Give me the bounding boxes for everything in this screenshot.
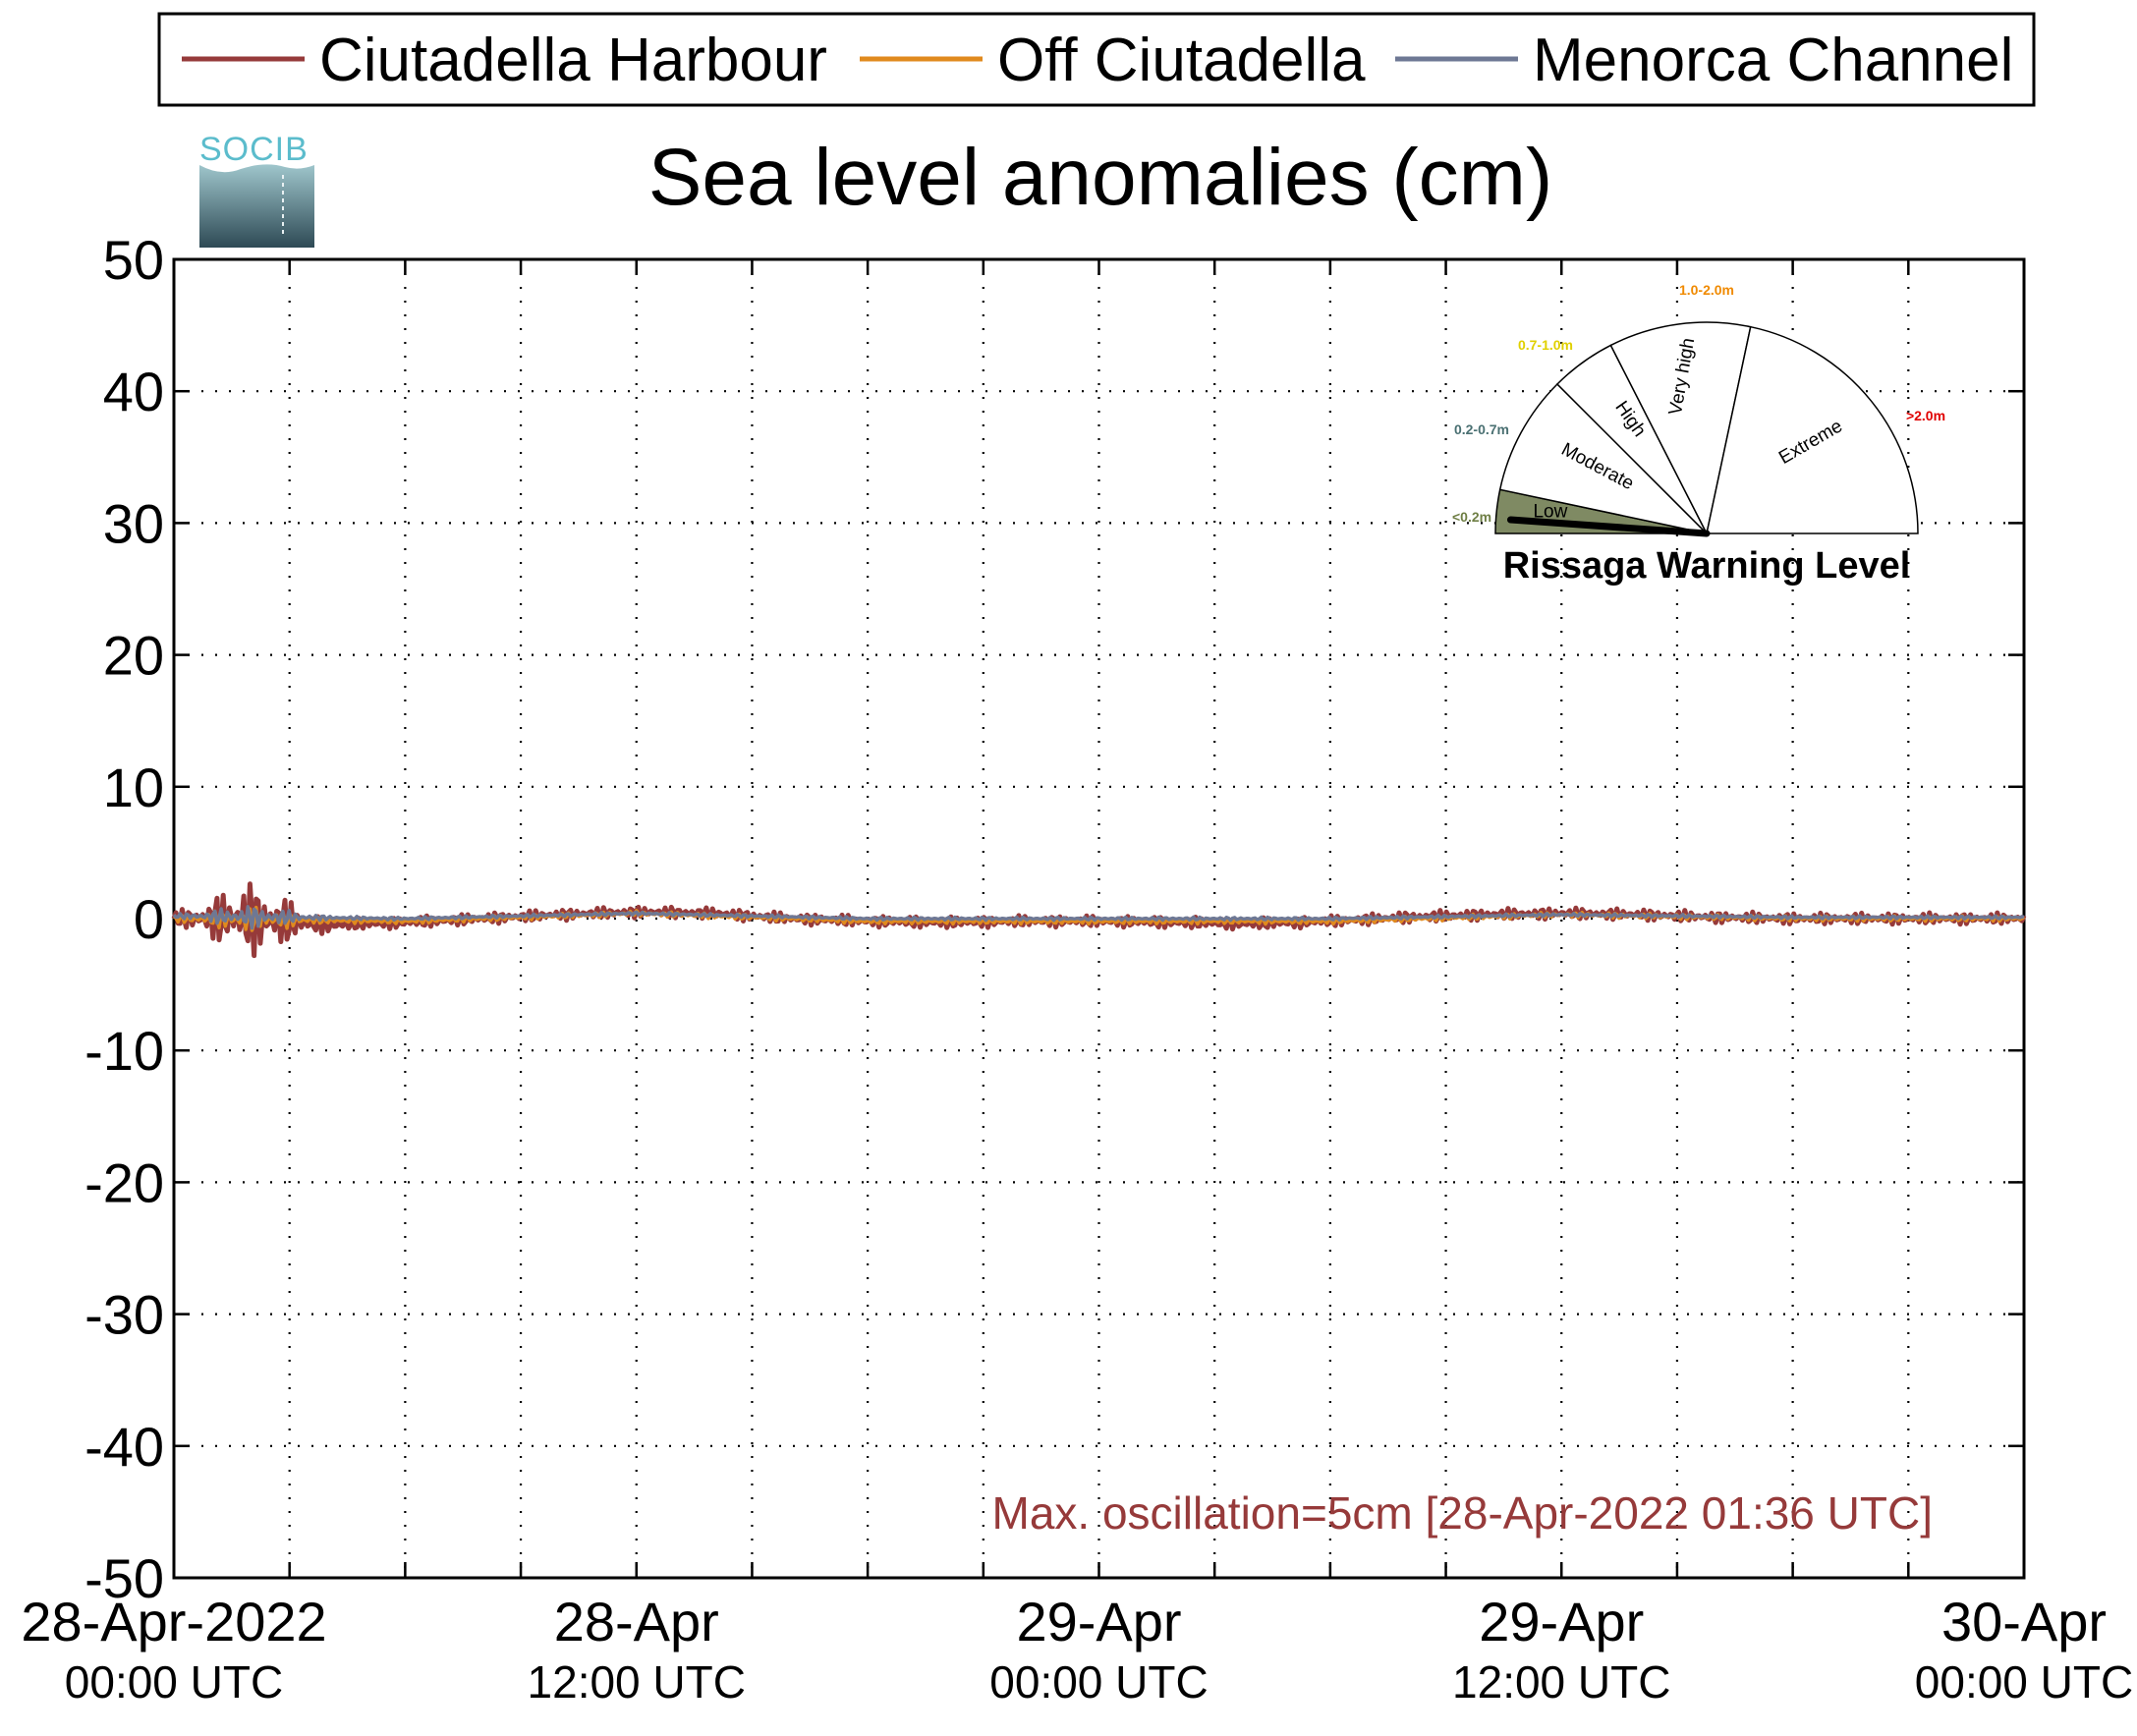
y-tick-label: 50	[103, 229, 164, 291]
x-tick-label: 29-Apr	[1016, 1591, 1181, 1652]
legend-label-ciutadella-harbour: Ciutadella Harbour	[319, 27, 827, 94]
legend-label-off-ciutadella: Off Ciutadella	[997, 27, 1366, 94]
series-line-menorca-channel	[172, 905, 2025, 930]
gauge-needle	[1506, 516, 1711, 537]
x-tick-sublabel: 00:00 UTC	[65, 1656, 283, 1708]
socib-logo: SOCIB	[199, 131, 314, 248]
y-tick-label: -40	[84, 1416, 164, 1478]
legend-box	[157, 12, 2036, 107]
y-tick-label: -50	[84, 1547, 164, 1609]
x-tick-sublabel: 00:00 UTC	[989, 1656, 1208, 1708]
x-tick-label: 28-Apr	[554, 1591, 719, 1652]
y-tick-label: 0	[134, 888, 164, 950]
y-tick-label: -30	[84, 1284, 164, 1346]
gauge-segment-label: Low	[1533, 501, 1567, 522]
legend: Ciutadella Harbour Off Ciutadella Menorc…	[157, 12, 2036, 107]
x-tick-label: 30-Apr	[1941, 1591, 2107, 1652]
gauge-range-label: >2.0m	[1906, 408, 1945, 423]
y-tick-label: -10	[84, 1020, 164, 1082]
gauge-segment-extreme	[1706, 325, 1919, 534]
logo-text: SOCIB	[199, 131, 309, 168]
y-tick-label: 40	[103, 361, 164, 422]
gauge-range-label: 0.2-0.7m	[1454, 421, 1509, 437]
gauge-range-label: 1.0-2.0m	[1679, 282, 1734, 298]
x-tick-label: 29-Apr	[1479, 1591, 1644, 1652]
chart-title: Sea level anomalies (cm)	[648, 133, 1553, 222]
rissaga-warning-gauge: Rissaga Warning Level LowModerateHighVer…	[1452, 282, 1945, 587]
y-tick-label: 20	[103, 625, 164, 687]
gauge-title: Rissaga Warning Level	[1503, 545, 1911, 587]
legend-label-menorca-channel: Menorca Channel	[1533, 27, 2013, 94]
y-axis: 50 40 30 20 10 0 -10 -20 -30 -40 -50	[84, 229, 164, 1609]
x-tick-label: 28-Apr-2022	[21, 1591, 326, 1652]
x-tick-sublabel: 12:00 UTC	[1452, 1656, 1670, 1708]
y-tick-label: 10	[103, 756, 164, 818]
gauge-segment-very-high	[1609, 321, 1752, 536]
gauge-segment-moderate	[1498, 382, 1710, 535]
x-tick-sublabel: 00:00 UTC	[1915, 1656, 2133, 1708]
y-tick-label: -20	[84, 1151, 164, 1213]
series-lines	[171, 881, 2027, 959]
gauge-range-label: <0.2m	[1452, 509, 1491, 525]
x-tick-sublabel: 12:00 UTC	[528, 1656, 746, 1708]
y-tick-label: 30	[103, 492, 164, 554]
max-oscillation-annotation: Max. oscillation=5cm [28-Apr-2022 01:36 …	[992, 1487, 1934, 1539]
gauge-range-label: 0.7-1.0m	[1518, 337, 1573, 353]
